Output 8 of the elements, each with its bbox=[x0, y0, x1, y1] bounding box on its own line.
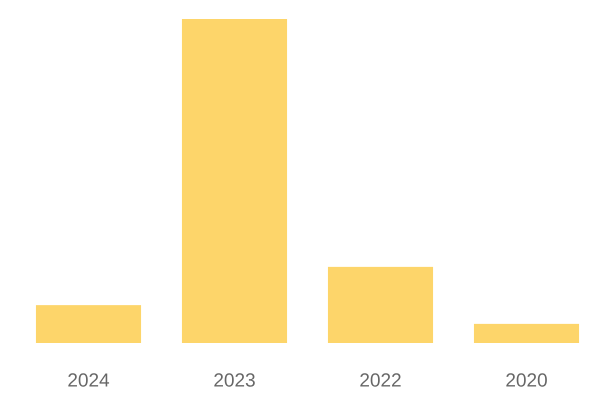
x-tick-label: 2024 bbox=[68, 373, 110, 387]
bar bbox=[182, 18, 288, 343]
bar bbox=[36, 305, 142, 343]
bar bbox=[328, 266, 434, 343]
x-tick-label: 2023 bbox=[214, 373, 255, 387]
x-tick-label: 2020 bbox=[506, 373, 547, 387]
bar bbox=[474, 324, 580, 343]
x-tick-label: 2022 bbox=[360, 373, 401, 387]
